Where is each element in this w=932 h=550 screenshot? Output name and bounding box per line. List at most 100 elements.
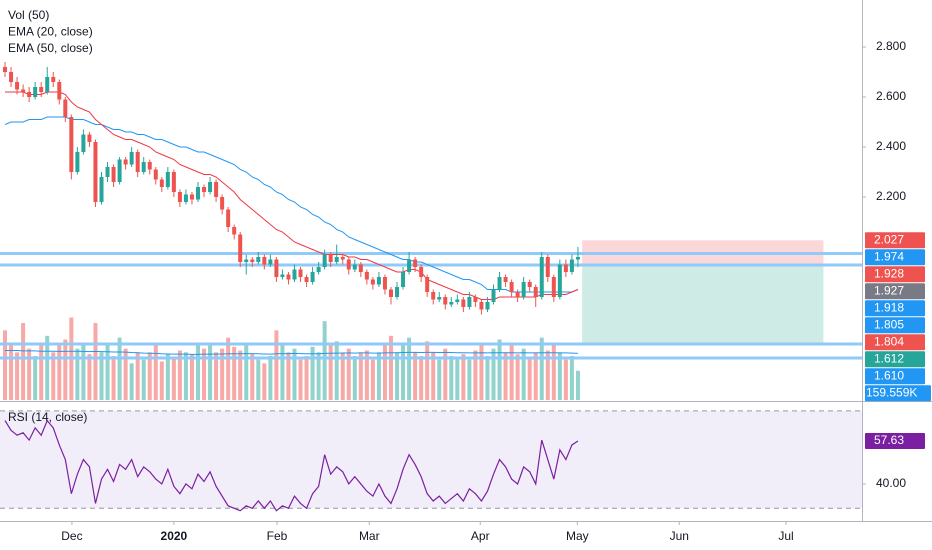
candle-body: [3, 67, 8, 72]
volume-label-box: [865, 385, 931, 402]
candle-body: [183, 194, 188, 202]
volume-bar: [177, 350, 182, 400]
volume-bar: [473, 350, 478, 400]
volume-bar: [105, 345, 110, 400]
candle-body: [563, 264, 568, 272]
volume-bar: [93, 323, 98, 400]
rsi-band: [0, 410, 862, 509]
candle-body: [286, 274, 291, 280]
volume-bar: [51, 352, 56, 400]
candle-body: [310, 272, 315, 282]
volume-bar: [159, 361, 164, 400]
x-tick-label: 2020: [161, 529, 188, 543]
candle-body: [232, 227, 237, 235]
volume-bar: [280, 345, 285, 400]
candle-body: [39, 87, 44, 92]
volume-bar: [111, 356, 116, 400]
volume-bar: [99, 352, 104, 400]
volume-bar: [557, 352, 562, 400]
volume-bar: [117, 337, 122, 400]
volume-bar: [141, 359, 146, 400]
candle-body: [274, 259, 279, 277]
volume-bar: [286, 352, 291, 400]
candle-body: [569, 259, 574, 272]
candle-body: [551, 277, 556, 297]
candle-body: [328, 254, 333, 262]
candle-body: [45, 77, 50, 92]
candle-body: [515, 292, 520, 297]
candle-body: [364, 272, 369, 280]
candle-body: [503, 277, 508, 282]
candle-body: [455, 299, 460, 302]
candle-body: [93, 142, 98, 202]
candle-body: [153, 169, 158, 180]
candle-body: [75, 152, 80, 172]
candle-body: [177, 192, 182, 202]
volume-bar: [135, 352, 140, 400]
candle-body: [352, 264, 357, 270]
candle-body: [322, 254, 327, 267]
volume-bar: [298, 359, 303, 400]
candle-body: [479, 302, 484, 310]
candle-body: [268, 259, 273, 265]
candle-body: [63, 99, 68, 117]
volume-bar: [147, 352, 152, 400]
candle-body: [21, 89, 26, 92]
volume-bar: [382, 345, 387, 400]
volume-bar: [401, 343, 406, 400]
ema20-line: [5, 91, 579, 300]
candle-body: [238, 234, 243, 262]
volume-bar: [479, 345, 484, 400]
volume-bar: [497, 339, 502, 400]
candle-body: [15, 82, 20, 90]
candle-body: [449, 302, 454, 305]
candle-body: [99, 177, 104, 202]
candle-body: [533, 287, 538, 297]
volume-bar: [503, 352, 508, 400]
volume-bar: [509, 345, 514, 400]
volume-bar: [9, 345, 14, 400]
volume-bar: [129, 363, 134, 400]
x-tick-label: Mar: [359, 529, 380, 543]
volume-bar: [268, 356, 273, 400]
volume-bar: [262, 363, 267, 400]
volume-bar: [515, 354, 520, 400]
volume-bar: [437, 359, 442, 400]
volume-bar: [322, 321, 327, 400]
volume-bar: [346, 348, 351, 400]
volume-bar: [521, 348, 526, 400]
volume-bar: [33, 356, 38, 400]
legend-entry: EMA (20, close): [8, 25, 93, 39]
price-label: 1.612: [874, 351, 904, 365]
candle-body: [370, 279, 375, 285]
x-tick-label: Feb: [267, 529, 288, 543]
price-label-box: [865, 249, 925, 266]
candle-body: [141, 162, 146, 172]
volume-bar: [3, 330, 8, 400]
volume-bar: [45, 335, 50, 400]
volume-bar: [123, 348, 128, 400]
candle-body: [129, 152, 134, 165]
price-label: 1.805: [874, 317, 904, 331]
candle-body: [340, 257, 345, 260]
rsi-tick-label: 40.00: [876, 476, 906, 490]
volume-bar: [419, 356, 424, 400]
volume-bar: [364, 350, 369, 400]
candle-body: [250, 259, 255, 262]
volume-bar: [449, 356, 454, 400]
volume-bar: [195, 343, 200, 400]
candle-body: [81, 134, 86, 152]
volume-bar: [87, 354, 92, 400]
candle-body: [256, 257, 261, 262]
volume-bar: [413, 352, 418, 400]
candle-body: [123, 159, 128, 165]
price-label-box: [865, 232, 925, 249]
candle-body: [413, 259, 418, 267]
candle-body: [334, 257, 339, 262]
candle-body: [382, 277, 387, 290]
candle-body: [9, 72, 14, 82]
target-zone: [582, 265, 824, 344]
candle-body: [202, 187, 207, 192]
volume-bar: [334, 341, 339, 400]
